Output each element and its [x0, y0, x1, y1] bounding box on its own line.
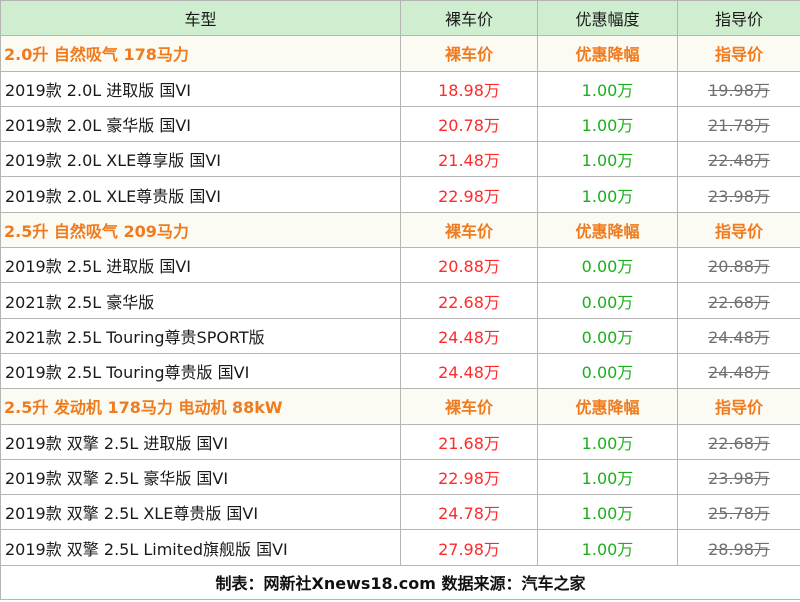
discount-amount: 0.00万	[537, 317, 678, 354]
table-row: 2019款 2.0L XLE尊贵版 国VI 22.98万 1.00万 23.98万	[0, 176, 800, 213]
net-price: 20.78万	[400, 105, 538, 143]
table-row: 2019款 双擎 2.5L Limited旗舰版 国VI 27.98万 1.00万 2…	[0, 529, 800, 566]
model-name: 2019款 双擎 2.5L XLE尊贵版 国VI	[0, 494, 401, 531]
net-price: 22.98万	[400, 458, 538, 496]
model-name: 2021款 2.5L Touring尊贵SPORT版	[0, 317, 401, 354]
discount-amount: 1.00万	[537, 141, 678, 178]
group-header-row: 2.0升 自然吸气 178马力 裸车价 优惠降幅 指导价	[0, 35, 800, 72]
net-price: 22.68万	[400, 282, 538, 319]
net-price: 27.98万	[400, 529, 538, 566]
guide-price: 24.48万	[677, 317, 800, 354]
table-row: 2019款 双擎 2.5L 豪华版 国VI 22.98万 1.00万 23.98万	[0, 458, 800, 496]
discount-amount: 0.00万	[537, 282, 678, 319]
table-row: 2021款 2.5L 豪华版 22.68万 0.00万 22.68万	[0, 282, 800, 319]
table-row: 2019款 2.0L 豪华版 国VI 20.78万 1.00万 21.78万	[0, 105, 800, 143]
model-name: 2019款 双擎 2.5L 进取版 国VI	[0, 423, 401, 460]
group-title: 2.5升 自然吸气 209马力	[0, 211, 401, 249]
net-price: 18.98万	[400, 70, 538, 107]
table-row: 2019款 2.0L 进取版 国VI 18.98万 1.00万 19.98万	[0, 70, 800, 107]
header-model: 车型	[0, 0, 401, 37]
footer-source: 制表：网新社Xnews18.com 数据来源：汽车之家	[0, 564, 800, 600]
model-name: 2019款 2.0L 豪华版 国VI	[0, 105, 401, 143]
discount-amount: 1.00万	[537, 423, 678, 460]
discount-amount: 1.00万	[537, 105, 678, 143]
footer-row: 制表：网新社Xnews18.com 数据来源：汽车之家	[0, 564, 800, 600]
guide-price: 20.88万	[677, 247, 800, 284]
guide-price: 22.68万	[677, 282, 800, 319]
guide-price: 23.98万	[677, 176, 800, 213]
model-name: 2019款 双擎 2.5L Limited旗舰版 国VI	[0, 529, 401, 566]
group-discount-label: 优惠降幅	[537, 35, 678, 72]
model-name: 2021款 2.5L 豪华版	[0, 282, 401, 319]
group-guide-label: 指导价	[677, 388, 800, 425]
group-header-row: 2.5升 发动机 178马力 电动机 88kW 裸车价 优惠降幅 指导价	[0, 388, 800, 425]
guide-price: 24.48万	[677, 352, 800, 390]
guide-price: 25.78万	[677, 494, 800, 531]
guide-price: 21.78万	[677, 105, 800, 143]
guide-price: 23.98万	[677, 458, 800, 496]
table-row: 2019款 双擎 2.5L 进取版 国VI 21.68万 1.00万 22.68万	[0, 423, 800, 460]
net-price: 20.88万	[400, 247, 538, 284]
discount-amount: 1.00万	[537, 529, 678, 566]
table-row: 2019款 2.5L 进取版 国VI 20.88万 0.00万 20.88万	[0, 247, 800, 284]
net-price: 21.48万	[400, 141, 538, 178]
group-guide-label: 指导价	[677, 211, 800, 249]
guide-price: 22.68万	[677, 423, 800, 460]
group-header-row: 2.5升 自然吸气 209马力 裸车价 优惠降幅 指导价	[0, 211, 800, 249]
header-guide: 指导价	[677, 0, 800, 37]
discount-amount: 0.00万	[537, 247, 678, 284]
group-discount-label: 优惠降幅	[537, 211, 678, 249]
guide-price: 19.98万	[677, 70, 800, 107]
model-name: 2019款 双擎 2.5L 豪华版 国VI	[0, 458, 401, 496]
model-name: 2019款 2.0L 进取版 国VI	[0, 70, 401, 107]
discount-amount: 1.00万	[537, 70, 678, 107]
header-row: 车型 裸车价 优惠幅度 指导价	[0, 0, 800, 37]
table-body: 车型 裸车价 优惠幅度 指导价 2.0升 自然吸气 178马力 裸车价 优惠降幅 指导…	[0, 0, 800, 566]
group-title: 2.5升 发动机 178马力 电动机 88kW	[0, 388, 401, 425]
table-row: 2021款 2.5L Touring尊贵SPORT版 24.48万 0.00万 24.…	[0, 317, 800, 354]
group-price-label: 裸车价	[400, 35, 538, 72]
header-discount: 优惠幅度	[537, 0, 678, 37]
guide-price: 28.98万	[677, 529, 800, 566]
group-title: 2.0升 自然吸气 178马力	[0, 35, 401, 72]
group-price-label: 裸车价	[400, 211, 538, 249]
net-price: 22.98万	[400, 176, 538, 213]
table-row: 2019款 2.5L Touring尊贵版 国VI 24.48万 0.00万 24.4…	[0, 352, 800, 390]
discount-amount: 1.00万	[537, 458, 678, 496]
model-name: 2019款 2.0L XLE尊贵版 国VI	[0, 176, 401, 213]
group-price-label: 裸车价	[400, 388, 538, 425]
net-price: 21.68万	[400, 423, 538, 460]
discount-amount: 1.00万	[537, 494, 678, 531]
guide-price: 22.48万	[677, 141, 800, 178]
table-row: 2019款 2.0L XLE尊享版 国VI 21.48万 1.00万 22.48万	[0, 141, 800, 178]
group-discount-label: 优惠降幅	[537, 388, 678, 425]
net-price: 24.78万	[400, 494, 538, 531]
net-price: 24.48万	[400, 317, 538, 354]
model-name: 2019款 2.5L 进取版 国VI	[0, 247, 401, 284]
discount-amount: 0.00万	[537, 352, 678, 390]
discount-amount: 1.00万	[537, 176, 678, 213]
table-row: 2019款 双擎 2.5L XLE尊贵版 国VI 24.78万 1.00万 25.78…	[0, 494, 800, 531]
group-guide-label: 指导价	[677, 35, 800, 72]
model-name: 2019款 2.0L XLE尊享版 国VI	[0, 141, 401, 178]
model-name: 2019款 2.5L Touring尊贵版 国VI	[0, 352, 401, 390]
net-price: 24.48万	[400, 352, 538, 390]
header-price: 裸车价	[400, 0, 538, 37]
